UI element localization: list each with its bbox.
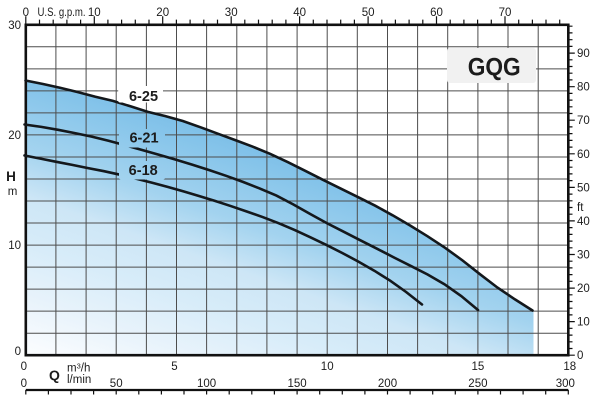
svg-text:90: 90 <box>577 48 590 60</box>
svg-text:6-18: 6-18 <box>129 163 158 179</box>
svg-text:18: 18 <box>563 361 576 373</box>
svg-text:10: 10 <box>8 240 21 252</box>
svg-text:20: 20 <box>156 7 169 19</box>
svg-text:15: 15 <box>472 361 485 373</box>
svg-text:U.S. g.p.m.: U.S. g.p.m. <box>38 7 86 19</box>
svg-text:GQG: GQG <box>468 54 521 82</box>
svg-text:6-25: 6-25 <box>129 89 158 105</box>
svg-text:10: 10 <box>88 7 101 19</box>
svg-text:30: 30 <box>225 7 238 19</box>
svg-text:l/min: l/min <box>67 374 91 386</box>
svg-text:150: 150 <box>288 378 307 390</box>
svg-text:30: 30 <box>577 250 590 262</box>
svg-text:ft: ft <box>577 202 584 214</box>
svg-text:40: 40 <box>577 216 590 228</box>
svg-text:10: 10 <box>321 361 334 373</box>
svg-text:20: 20 <box>8 130 21 142</box>
svg-text:H: H <box>6 169 16 184</box>
svg-text:300: 300 <box>556 378 575 390</box>
svg-text:80: 80 <box>577 82 590 94</box>
svg-text:30: 30 <box>8 20 21 32</box>
svg-text:50: 50 <box>577 182 590 194</box>
svg-text:m3/h: m3/h <box>67 361 90 374</box>
svg-text:250: 250 <box>468 378 487 390</box>
svg-text:Q: Q <box>49 367 60 383</box>
svg-text:50: 50 <box>362 7 375 19</box>
svg-text:100: 100 <box>197 378 216 390</box>
svg-text:0: 0 <box>577 350 583 362</box>
svg-text:20: 20 <box>577 283 590 295</box>
svg-text:m: m <box>8 186 18 198</box>
svg-text:0: 0 <box>21 361 27 373</box>
svg-text:70: 70 <box>577 115 590 127</box>
svg-text:200: 200 <box>378 378 397 390</box>
svg-text:0: 0 <box>23 7 29 19</box>
svg-text:0: 0 <box>15 346 21 358</box>
svg-text:10: 10 <box>577 317 590 329</box>
svg-text:60: 60 <box>577 149 590 161</box>
svg-text:40: 40 <box>293 7 306 19</box>
svg-text:5: 5 <box>171 361 177 373</box>
svg-text:60: 60 <box>430 7 443 19</box>
svg-text:50: 50 <box>110 378 123 390</box>
svg-text:70: 70 <box>499 7 512 19</box>
svg-text:0: 0 <box>21 378 27 390</box>
svg-text:6-21: 6-21 <box>129 131 158 147</box>
